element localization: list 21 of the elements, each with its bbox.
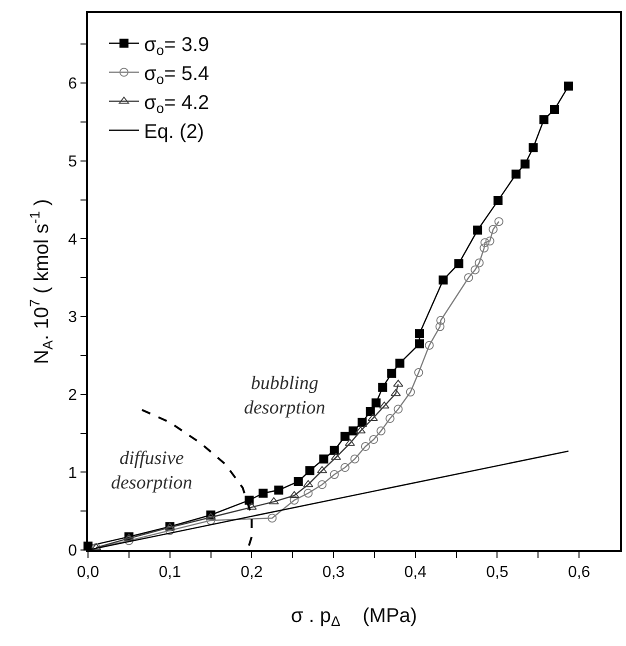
annotation: bubbling desorption xyxy=(244,373,326,419)
x-tick-label: 0,5 xyxy=(486,564,508,581)
text: σ . p$_{Δ}$ (MPa) xyxy=(290,604,418,630)
x-tick-label: 0,6 xyxy=(568,564,590,581)
x-tick-label: 0,4 xyxy=(404,564,427,581)
x-tick-label: 0,0 xyxy=(76,564,100,581)
y-tick-label: 5 xyxy=(68,153,78,170)
legend-label: Eq. (2) xyxy=(144,121,204,144)
x-tick-label: 0,2 xyxy=(240,564,263,581)
y-tick-label: 1 xyxy=(68,464,78,482)
y-tick-label: 0 xyxy=(68,542,78,560)
annotation: diffusive desorption xyxy=(111,448,192,494)
legend-label: σ$_{o}$= 3.9 xyxy=(144,34,210,58)
legend-label: σ$_{o}$= 5.4 xyxy=(144,63,210,88)
y-tick-label: 2 xyxy=(68,386,78,404)
legend-label: σ$_{o}$= 4.2 xyxy=(144,92,210,116)
y-tick-label: 6 xyxy=(68,76,78,93)
x-tick-label: 0,1 xyxy=(158,564,182,581)
y-tick-label: 3 xyxy=(68,309,78,326)
x-tick-label: 0,3 xyxy=(322,564,345,581)
y-tick-label: 4 xyxy=(68,231,78,248)
